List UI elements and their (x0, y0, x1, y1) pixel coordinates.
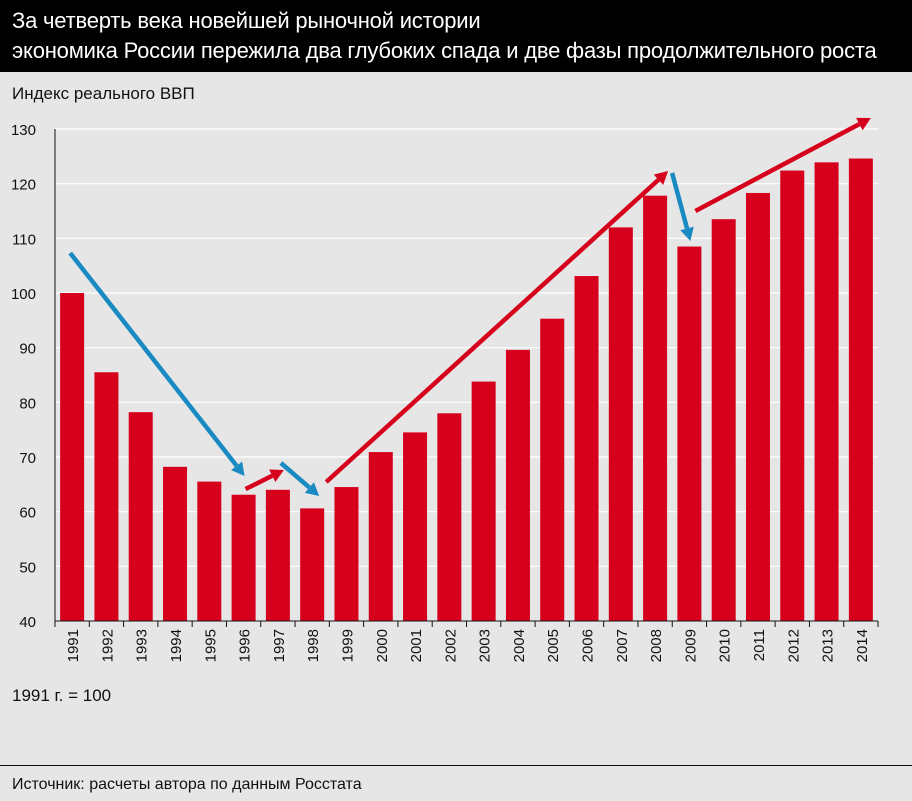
chart-title-line-1: За четверть века новейшей рыночной истор… (12, 8, 481, 33)
growth-arrow-1998-2008 (324, 171, 669, 484)
x-tick-label: 2007 (614, 629, 631, 662)
bar-2010 (711, 219, 736, 621)
bar-2005 (540, 318, 565, 621)
bar-2013 (814, 162, 839, 621)
source-note: Источник: расчеты автора по данным Росст… (12, 776, 362, 793)
y-tick-label: 40 (19, 614, 36, 631)
x-tick-label: 2000 (374, 629, 391, 662)
x-tick-label: 1991 (65, 629, 82, 662)
y-tick-label: 110 (12, 231, 36, 248)
x-tick-label: 2012 (785, 629, 802, 662)
x-tick-label: 1993 (134, 629, 151, 662)
y-tick-label: 130 (11, 122, 36, 139)
footer-divider (0, 765, 912, 766)
y-tick-label: 120 (11, 177, 36, 194)
y-tick-label: 70 (19, 450, 36, 467)
x-tick-label: 2004 (511, 629, 528, 662)
bar-2003 (471, 381, 496, 621)
bar-1991 (60, 293, 85, 621)
x-tick-label: 2005 (545, 629, 562, 662)
x-tick-label: 1998 (305, 629, 322, 662)
growth-arrow-1996-1997 (244, 469, 284, 492)
trend-arrows (68, 117, 871, 496)
x-tick-label: 2009 (682, 629, 699, 662)
y-axis-label: Индекс реального ВВП (12, 84, 195, 103)
bars (60, 158, 873, 622)
bar-2008 (643, 195, 668, 621)
y-tick-label: 80 (19, 395, 36, 412)
x-tick-label: 2010 (717, 629, 734, 662)
growth-arrow-2009-2014 (694, 117, 871, 213)
base-year-note: 1991 г. = 100 (12, 686, 112, 705)
x-tick-label: 1997 (271, 629, 288, 662)
bar-1993 (128, 412, 153, 621)
bar-2004 (505, 349, 530, 621)
x-tick-label: 1999 (339, 629, 356, 662)
axes: 40 50 60 70 80 90 100 110 120 130 1991 1992 1993 1994… (11, 122, 879, 662)
bar-2006 (574, 276, 599, 621)
x-tick-label: 1995 (202, 629, 219, 662)
bar-1996 (231, 494, 256, 621)
x-tick-label: 2014 (854, 629, 871, 662)
y-tick-label: 90 (19, 341, 36, 358)
bar-1999 (334, 487, 359, 621)
x-tick-label: 1994 (168, 629, 185, 662)
x-tick-label: 2003 (477, 629, 494, 662)
bar-2002 (437, 413, 462, 621)
chart-title-line-2: экономика России пережила два глубоких с… (12, 38, 877, 63)
x-tick-label: 1996 (237, 629, 254, 662)
y-tick-label: 100 (11, 286, 36, 303)
y-tick-label: 50 (19, 559, 36, 576)
decline-arrow-2008-2009 (669, 172, 694, 241)
x-tick-label: 2013 (820, 629, 837, 662)
x-tick-label: 2008 (648, 629, 665, 662)
bar-1992 (94, 372, 119, 621)
x-tick-label: 2011 (751, 629, 768, 661)
bar-2007 (608, 227, 633, 621)
bar-2014 (848, 158, 873, 621)
bar-1995 (197, 481, 222, 621)
bar-1997 (265, 489, 290, 621)
x-tick-label: 1992 (99, 629, 116, 662)
bar-2000 (368, 452, 393, 621)
bar-2001 (403, 432, 428, 621)
bar-1998 (300, 508, 325, 621)
decline-arrow-1997-1998 (279, 461, 320, 496)
x-tick-label: 2006 (580, 629, 597, 662)
bar-2011 (745, 192, 770, 621)
bar-2009 (677, 246, 702, 622)
y-tick-label: 60 (19, 505, 36, 522)
decline-arrow-1991-1996 (68, 251, 245, 476)
x-tick-label: 2002 (442, 629, 459, 662)
bar-2012 (780, 170, 805, 621)
x-tick-label: 2001 (408, 629, 425, 662)
title-bar: За четверть века новейшей рыночной истор… (0, 0, 912, 72)
bar-1994 (163, 466, 188, 621)
